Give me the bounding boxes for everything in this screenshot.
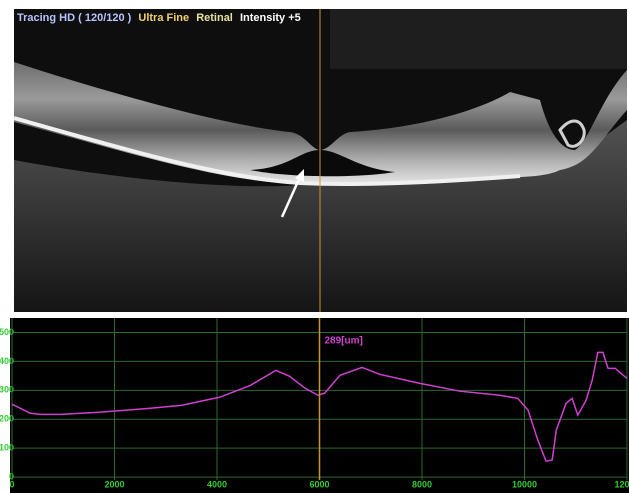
x-tick-label: 8000 [412,479,432,489]
screen: Tracing HD ( 120/120 ) Ultra Fine Retina… [0,0,629,493]
x-tick-label: 4000 [207,479,227,489]
quality-label: Ultra Fine [138,12,189,24]
mode-label: Retinal [196,12,233,24]
x-tick-label: 2000 [104,479,124,489]
x-tick-label: 10000 [512,479,537,489]
x-tick-label: 0 [9,479,14,489]
intensity-label: Intensity +5 [240,12,301,24]
header-info: Tracing HD ( 120/120 ) Ultra Fine Retina… [17,12,301,24]
oct-image [14,9,627,312]
x-tick-label: 6000 [309,479,329,489]
x-tick-label: 12000 [614,479,629,489]
marker-label: 289[um] [325,336,363,347]
scan-label: Tracing HD ( 120/120 ) [17,12,132,24]
